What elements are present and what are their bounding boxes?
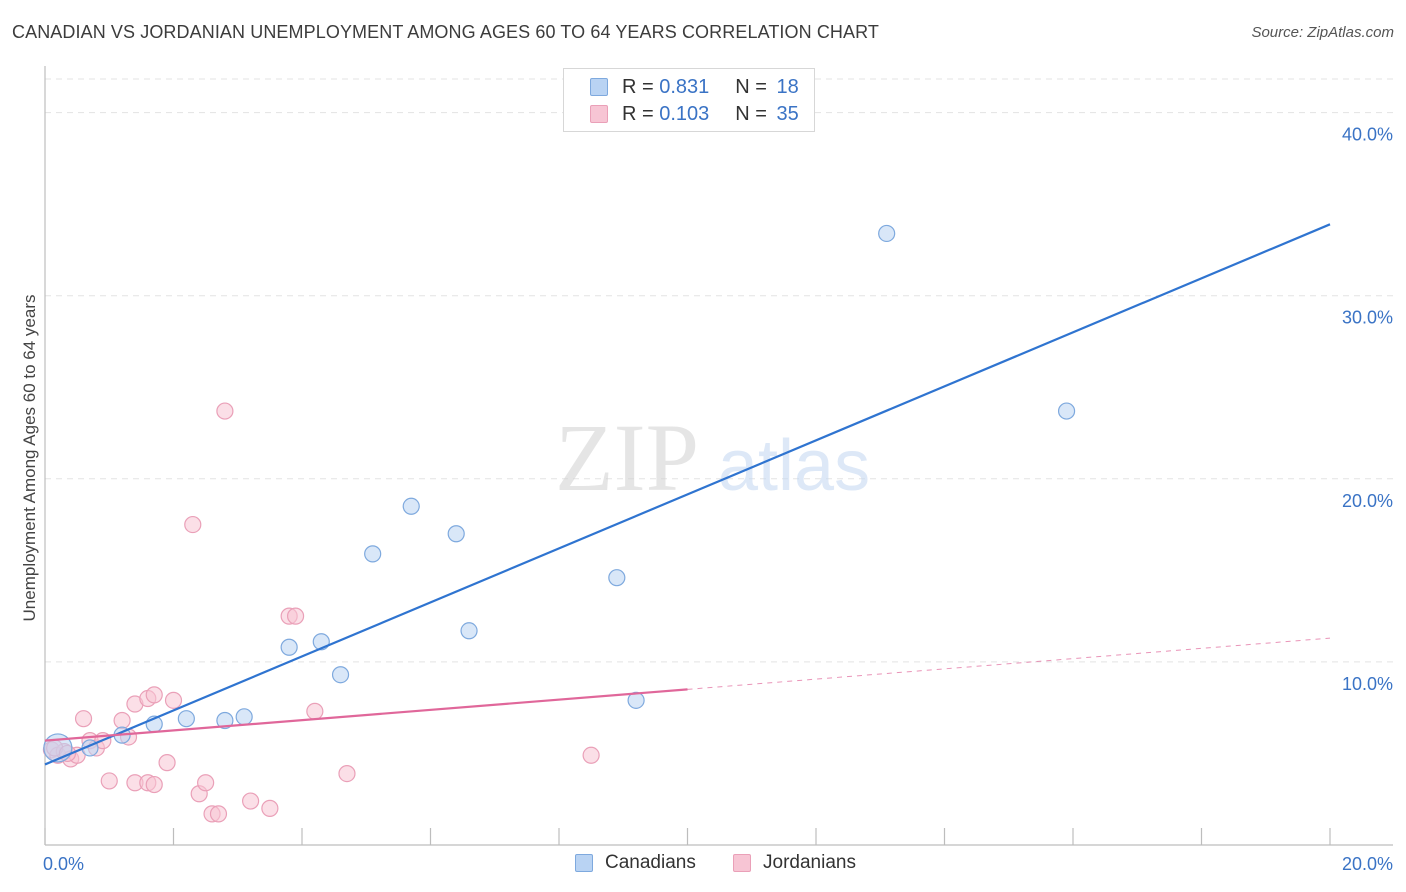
- jordanians-point: [100, 772, 118, 790]
- jordanians-point: [184, 515, 202, 534]
- y-tick-label: 30.0%: [1342, 308, 1393, 328]
- legend-item-jordanians[interactable]: Jordanians: [733, 852, 856, 874]
- n-value: 35: [776, 102, 799, 125]
- jordanians-point: [306, 702, 324, 720]
- legend-label-canadians: Canadians: [605, 852, 696, 873]
- canadians-point: [627, 691, 645, 709]
- n-value: 18: [776, 75, 799, 98]
- watermark-atlas: atlas: [718, 426, 870, 506]
- y-axis-label: Unemployment Among Ages 60 to 64 years: [20, 294, 39, 622]
- jordanians-swatch: [590, 105, 608, 123]
- x-tick-label: 20.0%: [1342, 854, 1393, 874]
- canadians-swatch: [590, 78, 608, 96]
- canadians-point: [1057, 402, 1076, 420]
- legend-label-jordanians: Jordanians: [763, 852, 856, 873]
- stats-legend: R = 0.831 N = 18 R = 0.103 N = 35: [563, 68, 815, 132]
- canadians-point: [447, 525, 465, 543]
- canadians-point: [235, 708, 253, 726]
- y-tick-label: 20.0%: [1342, 491, 1393, 511]
- canadians-point: [177, 710, 195, 728]
- canadians-point: [364, 545, 382, 563]
- canadians-point: [402, 497, 420, 515]
- canadians-trendline: [44, 223, 1331, 766]
- canadians-point: [460, 622, 478, 640]
- legend-row-jordanians: R = 0.103 N = 35: [590, 102, 799, 126]
- jordanians-point: [145, 686, 163, 704]
- y-tick-label: 10.0%: [1342, 674, 1393, 694]
- r-value: 0.103: [659, 102, 710, 125]
- source-label: Source: ZipAtlas.com: [1251, 24, 1394, 41]
- canadians-point: [280, 638, 298, 656]
- canadians-point: [878, 224, 896, 243]
- legend-item-canadians[interactable]: Canadians: [575, 852, 696, 874]
- series-legend: Canadians Jordanians: [0, 852, 1406, 876]
- x-tick-label: 0.0%: [43, 854, 84, 874]
- chart-title: CANADIAN VS JORDANIAN UNEMPLOYMENT AMONG…: [12, 22, 880, 42]
- jordanians-trendline: [44, 688, 688, 742]
- n-label: N =: [735, 102, 773, 125]
- n-label: N =: [735, 75, 773, 98]
- canadians-point: [608, 569, 626, 587]
- jordanians-point: [261, 799, 279, 817]
- jordanians-point: [113, 711, 131, 730]
- watermark-zip: ZIP: [555, 404, 699, 511]
- jordanians-point: [197, 774, 215, 792]
- jordanians-point: [74, 710, 93, 728]
- jordanians-point: [158, 754, 176, 772]
- canadians-point: [331, 666, 350, 684]
- jordanians-point: [216, 402, 234, 420]
- canadians-swatch: [575, 854, 593, 872]
- jordanians-trendline-extension: [687, 637, 1331, 690]
- legend-row-canadians: R = 0.831 N = 18: [590, 75, 799, 99]
- jordanians-point: [338, 764, 356, 783]
- jordanians-point: [242, 792, 260, 810]
- jordanians-point: [164, 691, 183, 709]
- jordanians-point: [582, 746, 600, 764]
- r-label: R =: [622, 75, 660, 98]
- jordanians-point: [209, 805, 228, 823]
- canadians-point: [216, 711, 234, 730]
- jordanians-point: [145, 775, 163, 794]
- jordanians-point: [286, 607, 305, 625]
- r-value: 0.831: [659, 75, 710, 98]
- y-tick-label: 40.0%: [1342, 125, 1393, 145]
- jordanians-swatch: [733, 854, 751, 872]
- r-label: R =: [622, 102, 660, 125]
